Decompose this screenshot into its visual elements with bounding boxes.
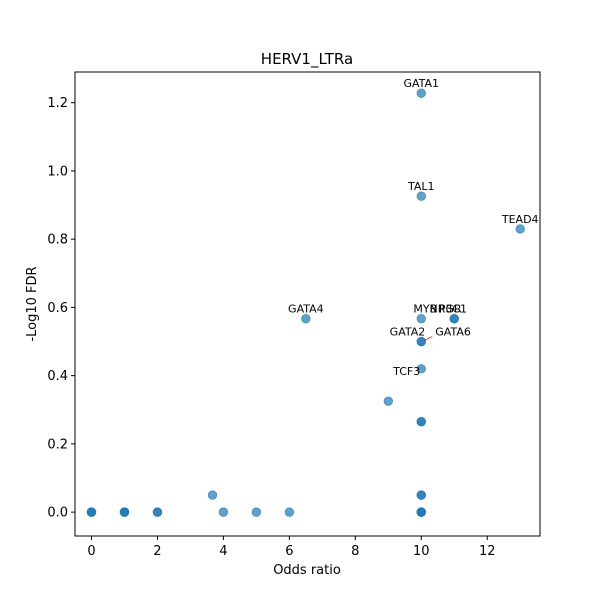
annotation-leader xyxy=(424,336,433,341)
point-annotation: GATA1 xyxy=(403,77,439,90)
x-tick-label: 12 xyxy=(479,544,496,559)
x-tick-label: 0 xyxy=(87,544,95,559)
y-axis: 0.0 0.2 0.4 0.6 0.8 1.0 1.2 xyxy=(47,96,75,521)
scatter-point xyxy=(207,490,218,500)
scatter-point xyxy=(416,507,426,517)
y-tick-label: 0.4 xyxy=(47,369,68,384)
point-annotation: GATA6 xyxy=(435,326,471,339)
point-annotation: TCF3 xyxy=(392,365,420,378)
y-tick-label: 0.2 xyxy=(47,437,68,452)
scatter-point xyxy=(383,396,393,406)
x-tick-label: 8 xyxy=(351,544,359,559)
y-axis-label: -Log10 FDR xyxy=(25,266,40,341)
scatter-point xyxy=(416,313,426,324)
x-tick-label: 6 xyxy=(285,544,293,559)
y-tick-label: 1.2 xyxy=(47,96,68,111)
scatter-point xyxy=(416,336,426,347)
y-tick-label: 0.8 xyxy=(47,233,68,248)
axes-frame xyxy=(74,71,541,537)
x-tick-label: 4 xyxy=(219,544,227,559)
point-annotation: GATA4 xyxy=(288,303,324,316)
scatter-point xyxy=(515,224,525,234)
scatter-point xyxy=(152,507,163,517)
y-tick-label: 0.6 xyxy=(47,301,68,316)
scatter-point xyxy=(416,88,426,98)
y-tick-label: 1.0 xyxy=(47,164,68,179)
x-tick-label: 10 xyxy=(413,544,430,559)
scatter-point xyxy=(301,313,311,324)
scatter-point xyxy=(416,490,426,500)
chart-title: HERV1_LTRa xyxy=(261,50,353,69)
point-annotation: GATA2 xyxy=(390,326,426,339)
scatter-point xyxy=(251,507,262,517)
x-axis-label: Odds ratio xyxy=(273,563,341,578)
point-annotation: PGR xyxy=(439,303,462,316)
scatter-point xyxy=(416,364,426,374)
scatter-point xyxy=(218,507,229,517)
scatter-point xyxy=(284,507,295,517)
point-annotation: TAL1 xyxy=(407,180,435,193)
scatter-point xyxy=(416,417,426,427)
x-tick-label: 2 xyxy=(153,544,161,559)
y-tick-label: 0.0 xyxy=(47,506,68,521)
scatter-point xyxy=(119,507,130,517)
point-annotation: TEAD4 xyxy=(501,213,539,226)
x-axis: 0 2 4 6 8 10 12 xyxy=(87,536,496,559)
scatter-point xyxy=(449,313,459,324)
scatter-point xyxy=(416,191,426,201)
scatter-point xyxy=(86,507,97,517)
point-annotation: MYB xyxy=(413,303,437,316)
point-annotation: NR3C1 xyxy=(429,303,467,316)
